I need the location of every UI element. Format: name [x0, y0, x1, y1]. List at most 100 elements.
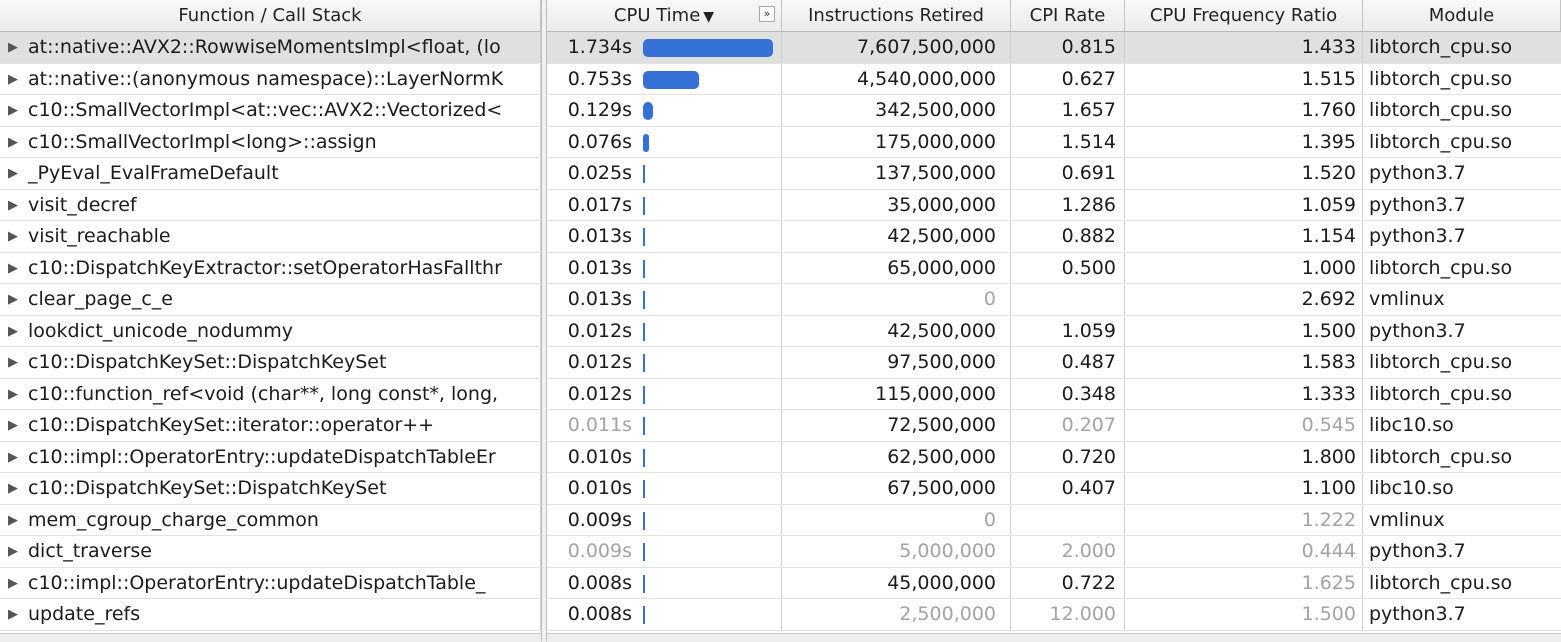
instructions-retired-cell: 97,500,000	[782, 347, 1011, 378]
function-cell[interactable]: ▶ at::native::AVX2::RowwiseMomentsImpl<fl…	[0, 32, 541, 63]
cpi-rate-cell: 0.487	[1011, 347, 1125, 378]
expand-arrow-icon[interactable]: ▶	[8, 229, 18, 244]
cpu-time-bar	[643, 165, 645, 183]
cpu-time-bar	[643, 133, 649, 152]
expand-arrow-icon[interactable]: ▶	[8, 544, 18, 559]
expand-arrow-icon[interactable]: ▶	[8, 292, 18, 307]
column-header-module[interactable]: Module	[1363, 0, 1561, 31]
expand-column-icon[interactable]: »	[759, 6, 775, 22]
function-cell[interactable]: ▶ _PyEval_EvalFrameDefault	[0, 158, 541, 189]
function-cell[interactable]: ▶ c10::DispatchKeyExtractor::setOperatorH…	[0, 252, 541, 283]
expand-arrow-icon[interactable]: ▶	[8, 449, 18, 465]
pane-splitter[interactable]	[541, 0, 547, 641]
table-row[interactable]: ▶ c10::DispatchKeyExtractor::setOperatorH…	[0, 252, 1561, 284]
cpu-frequency-ratio-cell: 0.444	[1125, 536, 1363, 567]
function-cell[interactable]: ▶ lookdict_unicode_nodummy	[0, 315, 541, 346]
function-cell[interactable]: ▶ c10::SmallVectorImpl<at::vec::AVX2::Vec…	[0, 95, 541, 126]
instructions-retired-cell: 342,500,000	[782, 95, 1011, 126]
cpu-time-value: 0.012s	[567, 382, 632, 405]
instructions-retired-cell: 2,500,000	[782, 599, 1011, 630]
cpu-time-bar	[643, 259, 645, 278]
table-row[interactable]: ▶ lookdict_unicode_nodummy 0.012s 42,500,00…	[0, 315, 1561, 347]
table-row[interactable]: ▶ mem_cgroup_charge_common 0.009s 0 1.222 vml…	[0, 504, 1561, 536]
function-cell[interactable]: ▶ update_refs	[0, 599, 541, 630]
function-cell[interactable]: ▶ c10::function_ref<void (char**, long co…	[0, 378, 541, 409]
table-row[interactable]: ▶ clear_page_c_e 0.013s 0 2.692 vmlinux	[0, 284, 1561, 316]
function-cell[interactable]: ▶ c10::impl::OperatorEntry::updateDispatc…	[0, 567, 541, 598]
function-cell[interactable]: ▶ dict_traverse	[0, 536, 541, 567]
function-cell[interactable]: ▶ visit_decref	[0, 189, 541, 220]
module-cell: libtorch_cpu.so	[1369, 256, 1513, 279]
cpu-frequency-ratio-cell: 1.583	[1125, 347, 1363, 378]
table-row[interactable]: ▶ dict_traverse 0.009s 5,000,000 2.000 0.444 p…	[0, 536, 1561, 568]
expand-arrow-icon[interactable]: ▶	[8, 166, 18, 181]
table-row[interactable]: ▶ c10::DispatchKeySet::iterator::operator…	[0, 410, 1561, 442]
table-row[interactable]: ▶ visit_decref 0.017s 35,000,000 1.286 1.059 p…	[0, 189, 1561, 221]
function-cell[interactable]: ▶ c10::DispatchKeySet::DispatchKeySet	[0, 347, 541, 378]
expand-arrow-icon[interactable]: ▶	[8, 607, 18, 622]
expand-arrow-icon[interactable]: ▶	[8, 512, 18, 528]
expand-arrow-icon[interactable]: ▶	[8, 575, 18, 591]
expand-arrow-icon[interactable]: ▶	[8, 197, 18, 213]
horizontal-scrollbar[interactable]	[0, 633, 1561, 642]
table-row[interactable]: ▶ c10::function_ref<void (char**, long co…	[0, 378, 1561, 410]
module-cell: libc10.so	[1369, 414, 1454, 436]
cpu-time-cell: 0.008s	[547, 599, 782, 630]
cpu-time-bar	[643, 102, 653, 120]
table-row[interactable]: ▶ c10::DispatchKeySet::DispatchKeySet 0.01…	[0, 347, 1561, 379]
cpi-rate-cell	[1011, 504, 1125, 535]
function-cell[interactable]: ▶ mem_cgroup_charge_common	[0, 504, 541, 535]
column-header-cpi[interactable]: CPI Rate	[1011, 0, 1125, 31]
expand-arrow-icon[interactable]: ▶	[8, 418, 18, 433]
expand-arrow-icon[interactable]: ▶	[8, 386, 18, 402]
instructions-retired-cell: 0	[782, 504, 1011, 535]
cpu-frequency-ratio-cell: 1.520	[1125, 158, 1363, 189]
cpu-time-cell: 0.011s	[547, 410, 782, 441]
table-row[interactable]: ▶ c10::SmallVectorImpl<at::vec::AVX2::Vec…	[0, 95, 1561, 127]
expand-arrow-icon[interactable]: ▶	[8, 355, 18, 370]
column-header-cpu-time[interactable]: CPU Time ▼ »	[547, 0, 782, 31]
table-row[interactable]: ▶ c10::SmallVectorImpl<long>::assign 0.076…	[0, 126, 1561, 158]
cpi-rate-cell: 1.286	[1011, 189, 1125, 220]
table-row[interactable]: ▶ c10::impl::OperatorEntry::updateDispatc…	[0, 567, 1561, 599]
module-cell: python3.7	[1369, 162, 1466, 184]
function-cell[interactable]: ▶ c10::DispatchKeySet::iterator::operator…	[0, 410, 541, 441]
column-header-frequency[interactable]: CPU Frequency Ratio	[1125, 0, 1363, 31]
module-cell: libtorch_cpu.so	[1369, 571, 1513, 594]
function-cell[interactable]: ▶ c10::DispatchKeySet::DispatchKeySet	[0, 473, 541, 504]
cpu-time-bar	[643, 39, 773, 57]
table-row[interactable]: ▶ at::native::AVX2::RowwiseMomentsImpl<fl…	[0, 32, 1561, 64]
table-row[interactable]: ▶ _PyEval_EvalFrameDefault 0.025s 137,500,0…	[0, 158, 1561, 190]
table-row[interactable]: ▶ c10::impl::OperatorEntry::updateDispatc…	[0, 441, 1561, 473]
cpu-time-bar	[643, 322, 645, 341]
expand-arrow-icon[interactable]: ▶	[8, 103, 18, 118]
cpu-time-bar	[643, 480, 645, 498]
function-cell[interactable]: ▶ c10::impl::OperatorEntry::updateDispatc…	[0, 441, 541, 472]
table-row[interactable]: ▶ c10::DispatchKeySet::DispatchKeySet 0.01…	[0, 473, 1561, 505]
function-name: c10::impl::OperatorEntry::updateDispatch…	[28, 445, 496, 468]
column-header-function[interactable]: Function / Call Stack	[0, 0, 541, 31]
table-row[interactable]: ▶ visit_reachable 0.013s 42,500,000 0.882 1.1…	[0, 221, 1561, 253]
expand-arrow-icon[interactable]: ▶	[8, 40, 18, 55]
cpi-rate-cell: 0.627	[1011, 63, 1125, 94]
expand-arrow-icon[interactable]: ▶	[8, 481, 18, 496]
function-cell[interactable]: ▶ visit_reachable	[0, 221, 541, 252]
expand-arrow-icon[interactable]: ▶	[8, 260, 18, 276]
table-row[interactable]: ▶ update_refs 0.008s 2,500,000 12.000 1.500 py…	[0, 599, 1561, 631]
table-row[interactable]: ▶ at::native::(anonymous namespace)::Laye…	[0, 63, 1561, 95]
expand-arrow-icon[interactable]: ▶	[8, 323, 18, 339]
cpu-frequency-ratio-cell: 1.100	[1125, 473, 1363, 504]
cpu-frequency-ratio-cell: 1.154	[1125, 221, 1363, 252]
sort-descending-icon[interactable]: ▼	[703, 9, 715, 25]
module-cell: libtorch_cpu.so	[1369, 351, 1513, 373]
expand-arrow-icon[interactable]: ▶	[8, 71, 18, 87]
function-cell[interactable]: ▶ clear_page_c_e	[0, 284, 541, 315]
expand-arrow-icon[interactable]: ▶	[8, 134, 18, 150]
cpi-rate-cell: 0.882	[1011, 221, 1125, 252]
function-cell[interactable]: ▶ c10::SmallVectorImpl<long>::assign	[0, 126, 541, 157]
instructions-retired-cell: 67,500,000	[782, 473, 1011, 504]
column-header-instructions[interactable]: Instructions Retired	[782, 0, 1011, 31]
cpu-time-value: 0.017s	[567, 193, 632, 216]
function-cell[interactable]: ▶ at::native::(anonymous namespace)::Laye…	[0, 63, 541, 94]
